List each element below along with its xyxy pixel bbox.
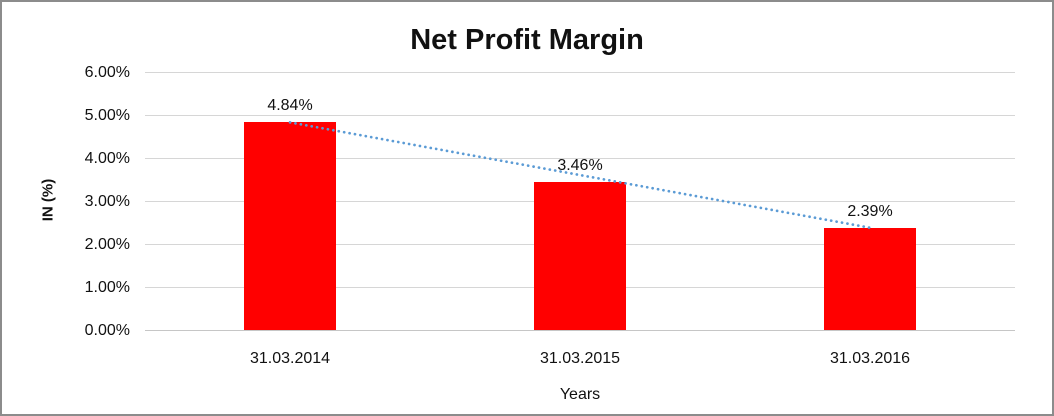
x-axis-title: Years bbox=[559, 386, 601, 403]
x-tick-label: 31.03.2016 bbox=[829, 350, 911, 367]
y-tick-label: 5.00% bbox=[84, 106, 130, 124]
data-label: 2.39% bbox=[847, 202, 893, 220]
y-tick-label: 4.00% bbox=[84, 149, 130, 167]
bar-31.03.2015 bbox=[534, 181, 626, 331]
bar-31.03.2016 bbox=[824, 227, 916, 331]
y-tick-label: 6.00% bbox=[84, 63, 130, 81]
chart-title: Net Profit Margin bbox=[410, 24, 644, 56]
y-tick-label: 3.00% bbox=[84, 192, 130, 210]
gridline bbox=[145, 72, 1015, 73]
y-tick-label: 2.00% bbox=[84, 235, 130, 253]
gridline bbox=[145, 330, 1015, 331]
y-tick-label: 1.00% bbox=[84, 278, 130, 296]
x-tick-label: 31.03.2015 bbox=[539, 350, 621, 367]
data-label: 3.46% bbox=[557, 156, 603, 174]
data-label: 4.84% bbox=[267, 97, 313, 115]
gridline bbox=[145, 115, 1015, 116]
bar-31.03.2014 bbox=[244, 122, 336, 331]
x-tick-label: 31.03.2014 bbox=[249, 350, 331, 367]
y-tick-label: 0.00% bbox=[84, 321, 130, 339]
